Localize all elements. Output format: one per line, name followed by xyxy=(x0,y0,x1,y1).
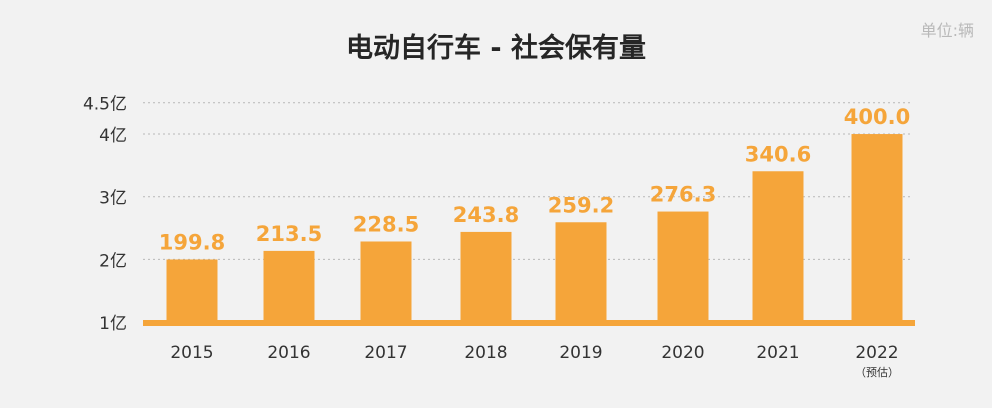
y-tick-label: 4.5亿 xyxy=(83,95,127,115)
x-tick-label: 2015 xyxy=(170,343,213,363)
value-label: 199.8 xyxy=(159,230,225,254)
value-label: 340.6 xyxy=(745,142,811,166)
x-tick-note: （预估） xyxy=(855,366,899,379)
bars xyxy=(166,134,903,322)
x-tick-label: 2016 xyxy=(267,343,310,363)
value-label: 213.5 xyxy=(256,222,322,246)
x-tick-label: 2022 xyxy=(855,343,898,363)
bar xyxy=(555,222,607,322)
value-label: 243.8 xyxy=(453,203,519,227)
x-axis-baseline xyxy=(143,320,915,326)
unit-label: 单位:辆 xyxy=(920,21,974,40)
value-label: 400.0 xyxy=(844,105,910,129)
y-axis-ticks: 1亿 2亿 3亿 4亿 4.5亿 xyxy=(83,95,127,334)
value-labels: 199.8 213.5 228.5 243.8 259.2 276.3 340.6 400.0 xyxy=(159,105,910,254)
chart-title: 电动自行车 - 社会保有量 xyxy=(345,33,646,64)
x-tick-label: 2018 xyxy=(464,343,507,363)
x-tick-label: 2019 xyxy=(559,343,602,363)
bar xyxy=(851,134,903,322)
y-tick-label: 4亿 xyxy=(99,126,127,146)
bar xyxy=(166,259,218,322)
x-tick-label: 2020 xyxy=(661,343,704,363)
y-tick-label: 3亿 xyxy=(99,189,127,209)
x-tick-label: 2017 xyxy=(364,343,407,363)
bar xyxy=(263,250,315,322)
y-tick-label: 2亿 xyxy=(99,251,127,271)
y-tick-label: 1亿 xyxy=(99,314,127,334)
value-label: 228.5 xyxy=(353,212,419,236)
x-tick-label: 2021 xyxy=(756,343,799,363)
value-label: 276.3 xyxy=(650,183,716,207)
bar xyxy=(752,171,804,322)
bar xyxy=(460,231,512,322)
bar xyxy=(360,241,412,322)
baseline xyxy=(143,320,915,326)
x-axis-ticks: 2015 2016 2017 2018 2019 2020 2021 2022 （预估） xyxy=(170,343,899,379)
bar xyxy=(657,211,709,322)
value-label: 259.2 xyxy=(548,193,614,217)
